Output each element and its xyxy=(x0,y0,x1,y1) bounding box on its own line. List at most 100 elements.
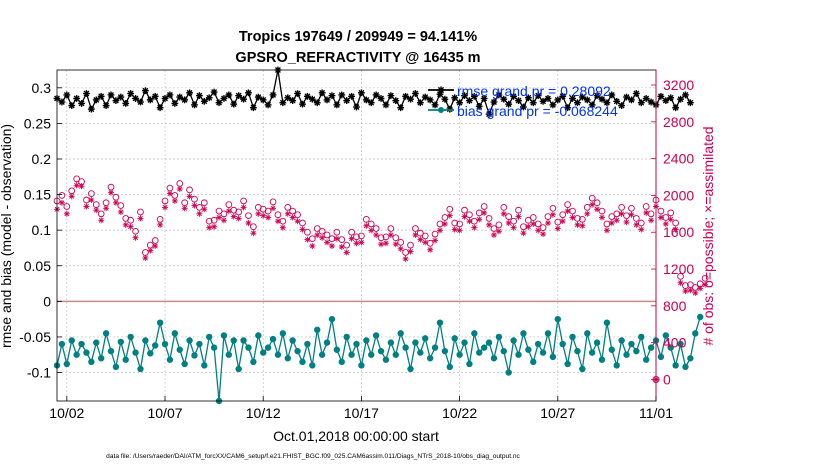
obs-possible-point xyxy=(524,216,532,224)
rmse-point xyxy=(662,97,670,105)
bias-point xyxy=(642,356,650,363)
obs-possible-point xyxy=(490,225,498,232)
y-axis-left-label: rmse and bias (model - observation) xyxy=(0,124,14,348)
rmse-point xyxy=(112,97,120,105)
obs-possible-point xyxy=(559,211,567,219)
bias-point xyxy=(662,332,670,339)
bias-point xyxy=(368,351,375,358)
bias-point xyxy=(250,358,257,366)
obs-possible-point xyxy=(539,224,547,231)
rmse-point xyxy=(245,89,252,97)
rmse-point xyxy=(588,101,596,109)
rmse-point xyxy=(628,96,635,104)
rmse-point xyxy=(544,95,552,102)
obs-assimilated-point xyxy=(687,287,694,294)
rmse-point xyxy=(534,92,542,100)
left-tick-label: 0.05 xyxy=(24,258,51,274)
obs-assimilated-point xyxy=(68,193,75,200)
left-tick-label: 0.1 xyxy=(32,222,52,238)
bias-point xyxy=(451,335,458,342)
obs-possible-point xyxy=(583,204,591,211)
rmse-point xyxy=(328,92,336,100)
bias-point xyxy=(397,330,404,337)
bias-point xyxy=(569,333,576,341)
chart-title: Tropics 197649 / 209949 = 94.141% xyxy=(239,29,477,45)
bias-point xyxy=(323,339,331,346)
bias-point xyxy=(240,337,247,344)
rmse-series xyxy=(53,66,694,118)
obs-assimilated-point xyxy=(490,231,497,238)
obs-assimilated-point xyxy=(540,231,547,238)
rmse-point xyxy=(264,101,272,109)
rmse-point xyxy=(583,96,591,104)
bias-point xyxy=(696,313,704,321)
obs-assimilated-point xyxy=(63,210,70,217)
obs-assimilated-point xyxy=(176,185,183,192)
obs-assimilated-point xyxy=(103,205,110,212)
bias-point xyxy=(495,333,503,341)
bias-point xyxy=(544,330,552,337)
bias-point xyxy=(534,340,542,348)
obs-assimilated-point xyxy=(225,208,232,215)
rmse-point xyxy=(205,94,213,102)
bias-point xyxy=(117,338,125,346)
rmse-point xyxy=(294,90,301,97)
obs-assimilated-point xyxy=(368,227,375,234)
bias-point xyxy=(687,355,694,362)
bias-point xyxy=(466,360,473,368)
bias-point xyxy=(372,332,380,339)
chart-subtitle: GPSRO_REFRACTIVITY @ 16435 m xyxy=(235,50,480,66)
rmse-point xyxy=(318,89,326,97)
rmse-point xyxy=(431,101,439,109)
bias-point xyxy=(692,330,699,337)
bias-point xyxy=(377,347,385,355)
bias-point xyxy=(510,337,517,344)
obs-assimilated-point xyxy=(574,221,581,228)
obs-assimilated-point xyxy=(643,209,650,216)
bias-point xyxy=(672,362,679,369)
right-tick-label: 1600 xyxy=(663,224,694,240)
obs-assimilated-point xyxy=(554,225,561,232)
obs-possible-point xyxy=(564,201,571,208)
x-tick-label: 10/22 xyxy=(442,405,477,421)
legend-rmse-label: rmse grand pr = 0.28092 xyxy=(457,83,611,99)
bias-point xyxy=(78,340,85,348)
rmse-point xyxy=(623,93,630,101)
right-tick-label: 2000 xyxy=(663,187,694,203)
bias-point xyxy=(500,347,507,355)
bias-point xyxy=(274,351,282,358)
bias-point xyxy=(127,333,134,341)
rmse-point xyxy=(475,102,483,110)
obs-possible-point xyxy=(73,175,80,183)
data-file-footer: data file: /Users/raeder/DAI/ATM_forcXX/… xyxy=(106,453,520,460)
rmse-point xyxy=(387,92,395,100)
obs-assimilated-point xyxy=(598,214,605,221)
obs-assimilated-point xyxy=(206,224,213,231)
bias-point xyxy=(191,352,198,359)
obs-possible-point xyxy=(588,194,596,202)
obs-possible-point xyxy=(362,216,370,223)
legend: rmse grand pr = 0.28092 bias grand pr = … xyxy=(428,83,618,119)
obs-assimilated-point xyxy=(446,212,453,219)
legend-bias-marker xyxy=(438,107,444,113)
rmse-point xyxy=(667,94,675,102)
obs-assimilated-point xyxy=(279,224,286,231)
obs-assimilated-point xyxy=(495,228,502,235)
bias-point xyxy=(225,351,233,358)
bias-point xyxy=(392,351,399,358)
obs-possible-point xyxy=(235,208,243,216)
bias-point xyxy=(456,351,463,358)
rmse-point xyxy=(451,94,459,102)
obs-assimilated-point xyxy=(387,231,394,238)
obs-assimilated-point xyxy=(142,254,149,261)
obs-assimilated-point xyxy=(486,221,493,228)
obs-assimilated-point xyxy=(122,221,129,228)
bias-point xyxy=(593,339,601,346)
bias-point xyxy=(525,346,532,353)
rmse-point xyxy=(68,102,76,109)
obs-assimilated-point xyxy=(181,205,188,212)
obs-assimilated-point xyxy=(58,199,65,206)
rmse-point xyxy=(554,96,562,104)
rmse-point xyxy=(618,102,626,109)
